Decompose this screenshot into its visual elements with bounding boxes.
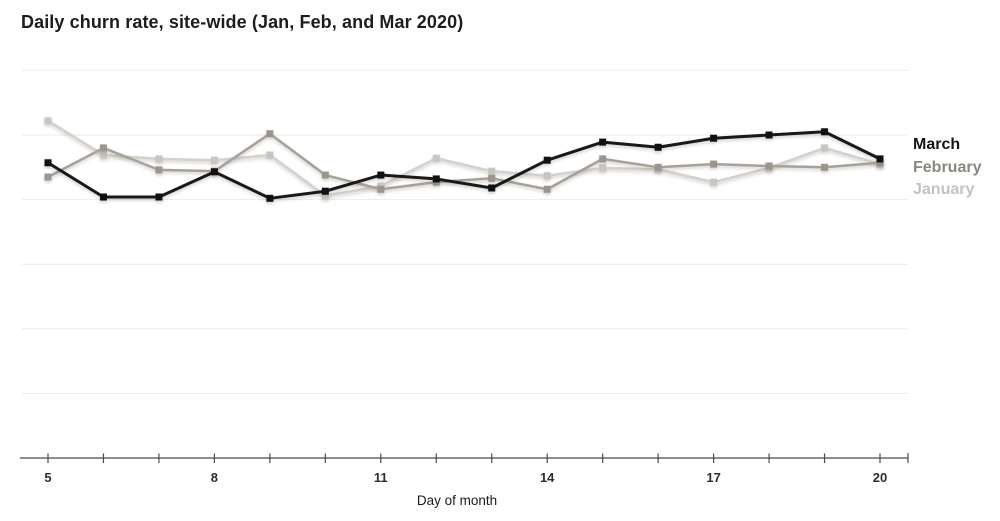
series-march-marker-day-15 — [599, 138, 607, 146]
series-march-marker-day-17 — [710, 134, 718, 142]
chart-title: Daily churn rate, site-wide (Jan, Feb, a… — [21, 12, 464, 32]
series-february-line — [47, 132, 881, 191]
series-february-marker-day-14 — [543, 185, 551, 193]
x-tick-label-14: 14 — [540, 470, 555, 485]
series-january-marker-day-10 — [321, 192, 329, 200]
chart-legend: March February January — [913, 134, 981, 202]
series-march-marker-day-8 — [210, 168, 218, 176]
series-february-marker-day-9 — [266, 130, 274, 138]
series-march-marker-day-6 — [99, 193, 107, 201]
series-february-marker-day-6 — [99, 144, 107, 152]
series-january-marker-day-13 — [488, 167, 496, 175]
series-march-marker-day-9 — [266, 194, 274, 202]
series-february-marker-day-16 — [654, 163, 662, 171]
series-march-marker-day-7 — [155, 193, 163, 201]
x-tick-label-20: 20 — [873, 470, 887, 485]
series-february-marker-day-19 — [821, 163, 829, 171]
series-march-marker-day-5 — [44, 159, 52, 167]
series-march-marker-day-14 — [543, 156, 551, 164]
series-march-marker-day-19 — [821, 128, 829, 136]
series-february-marker-day-10 — [321, 171, 329, 179]
x-tick-label-11: 11 — [374, 470, 388, 485]
series-february-marker-day-5 — [44, 173, 52, 181]
series-march-marker-day-13 — [488, 184, 496, 192]
series-march — [44, 128, 884, 202]
series-march-marker-day-18 — [765, 131, 773, 139]
x-tick-label-17: 17 — [706, 470, 720, 485]
series-march-marker-day-11 — [377, 171, 385, 179]
series-february-marker-day-7 — [155, 166, 163, 174]
series-january-marker-day-6 — [99, 151, 107, 159]
series-january-marker-day-15 — [599, 164, 607, 172]
series-march-line — [47, 130, 881, 200]
x-tick-label-8: 8 — [211, 470, 218, 485]
series-february-marker-day-11 — [377, 185, 385, 193]
series-january-marker-day-7 — [155, 155, 163, 163]
x-axis-title: Day of month — [417, 493, 497, 508]
series-january-marker-day-19 — [821, 144, 829, 152]
legend-item-january: January — [913, 181, 975, 198]
series-march-marker-day-10 — [321, 187, 329, 195]
series-march-marker-day-16 — [654, 143, 662, 151]
series-february-marker-day-17 — [710, 160, 718, 168]
series-february-marker-day-13 — [488, 174, 496, 182]
series-february-marker-day-15 — [599, 155, 607, 163]
series-january-marker-day-5 — [44, 117, 52, 125]
legend-item-february: February — [913, 158, 982, 176]
legend-item-march: March — [913, 136, 961, 153]
series-february-marker-day-18 — [765, 162, 773, 170]
x-tick-label-5: 5 — [44, 470, 51, 485]
series-january-line — [47, 119, 881, 197]
series-january-marker-day-17 — [710, 178, 718, 186]
series-january-marker-day-9 — [266, 151, 274, 159]
series-january-marker-day-8 — [210, 156, 218, 164]
series-january-marker-day-14 — [543, 172, 551, 180]
series-march-marker-day-12 — [432, 175, 440, 183]
series-february-marker-day-20 — [876, 159, 884, 167]
series-january — [44, 117, 884, 200]
series-january-marker-day-12 — [432, 154, 440, 162]
series-march-marker-day-20 — [876, 155, 884, 163]
